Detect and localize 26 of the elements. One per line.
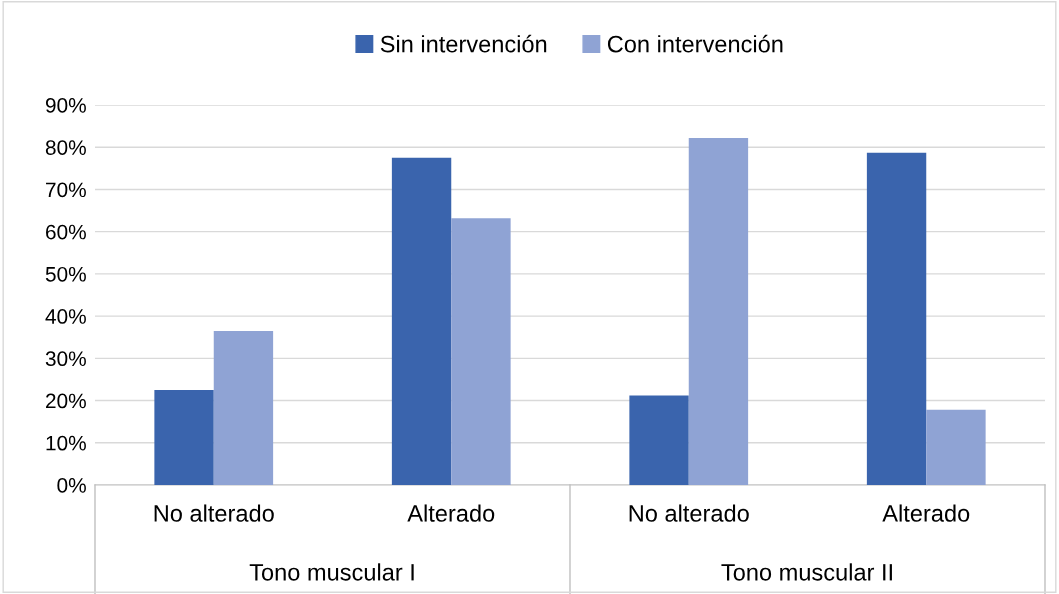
y-tick-label: 90% bbox=[45, 98, 86, 113]
x-tick-label: No alterado bbox=[629, 504, 749, 522]
x-tick-label: No alterado bbox=[154, 504, 274, 522]
legend-label: Sin intervención bbox=[380, 34, 547, 53]
y-tick-label: 20% bbox=[46, 393, 86, 409]
bar bbox=[154, 390, 214, 485]
bar bbox=[926, 409, 986, 485]
y-tick-label: 70% bbox=[46, 182, 86, 198]
y-tick-label: 80% bbox=[45, 140, 86, 155]
y-tick-label: 0% bbox=[57, 478, 86, 493]
bar bbox=[391, 157, 452, 485]
bar bbox=[213, 330, 274, 485]
y-tick-label: 50% bbox=[45, 266, 86, 282]
x-tick-label: Alterado bbox=[882, 504, 970, 522]
text: Tono muscular I bbox=[249, 563, 414, 581]
y-tick-label: 30% bbox=[45, 351, 86, 367]
bar bbox=[688, 137, 749, 485]
y-tick-label: 60% bbox=[46, 224, 86, 240]
bar bbox=[451, 218, 511, 485]
bar bbox=[866, 152, 927, 485]
bar bbox=[629, 395, 689, 485]
x-tick-label: Alterado bbox=[407, 504, 495, 522]
legend-label: Con intervención bbox=[607, 34, 783, 53]
y-tick-label: 40% bbox=[45, 309, 86, 324]
y-tick-label: 10% bbox=[46, 435, 86, 451]
text: Tono muscular II bbox=[721, 563, 892, 581]
